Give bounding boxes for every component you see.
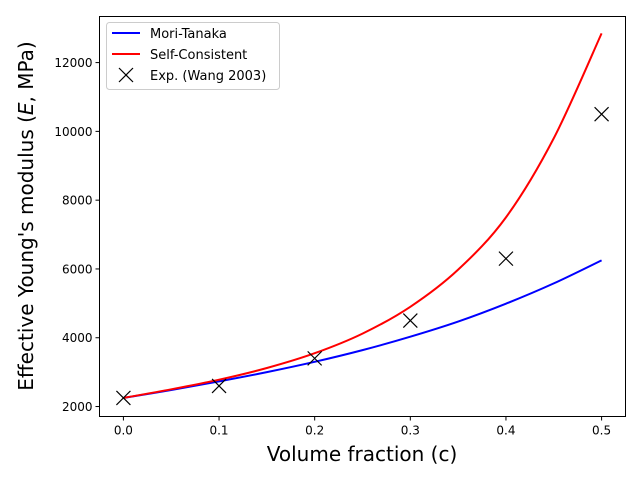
- x-tick-label: 0.0: [114, 424, 133, 438]
- data-point-exp-wang-2003: [211, 378, 227, 394]
- y-tick-label: 4000: [62, 331, 93, 345]
- series-line-mori-tanaka: [123, 259, 603, 399]
- legend-label-exp: Exp. (Wang 2003): [150, 69, 266, 84]
- series-line-self-consistent: [123, 32, 603, 399]
- data-point-exp-wang-2003: [307, 350, 323, 366]
- legend-marker-exp: [118, 67, 134, 83]
- legend-label-self-consistent: Self-Consistent: [150, 48, 247, 63]
- legend-label-mori-tanaka: Mori-Tanaka: [150, 27, 227, 42]
- plot-frame: [99, 16, 626, 417]
- legend: Mori-Tanaka Self-Consistent Exp. (Wang 2…: [106, 22, 280, 90]
- x-tick-label: 0.2: [305, 424, 324, 438]
- x-axis-label: Volume fraction (c): [267, 442, 458, 466]
- y-tick-label: 12000: [54, 56, 92, 70]
- x-tick-label: 0.3: [401, 424, 420, 438]
- data-point-exp-wang-2003: [402, 313, 418, 328]
- legend-box: [106, 22, 280, 90]
- data-point-exp-wang-2003: [594, 106, 610, 122]
- data-point-exp-wang-2003: [498, 251, 514, 267]
- y-tick-label: 6000: [62, 262, 93, 276]
- x-tick-label: 0.5: [592, 424, 611, 438]
- y-tick-label: 2000: [62, 400, 93, 414]
- x-tick-label: 0.1: [209, 424, 228, 438]
- y-axis-label: Effective Young's modulus (E, MPa): [14, 41, 38, 390]
- x-tick-label: 0.4: [496, 424, 515, 438]
- y-tick-label: 10000: [54, 125, 92, 139]
- y-tick-label: 8000: [62, 194, 93, 208]
- data-point-exp-wang-2003: [115, 390, 131, 406]
